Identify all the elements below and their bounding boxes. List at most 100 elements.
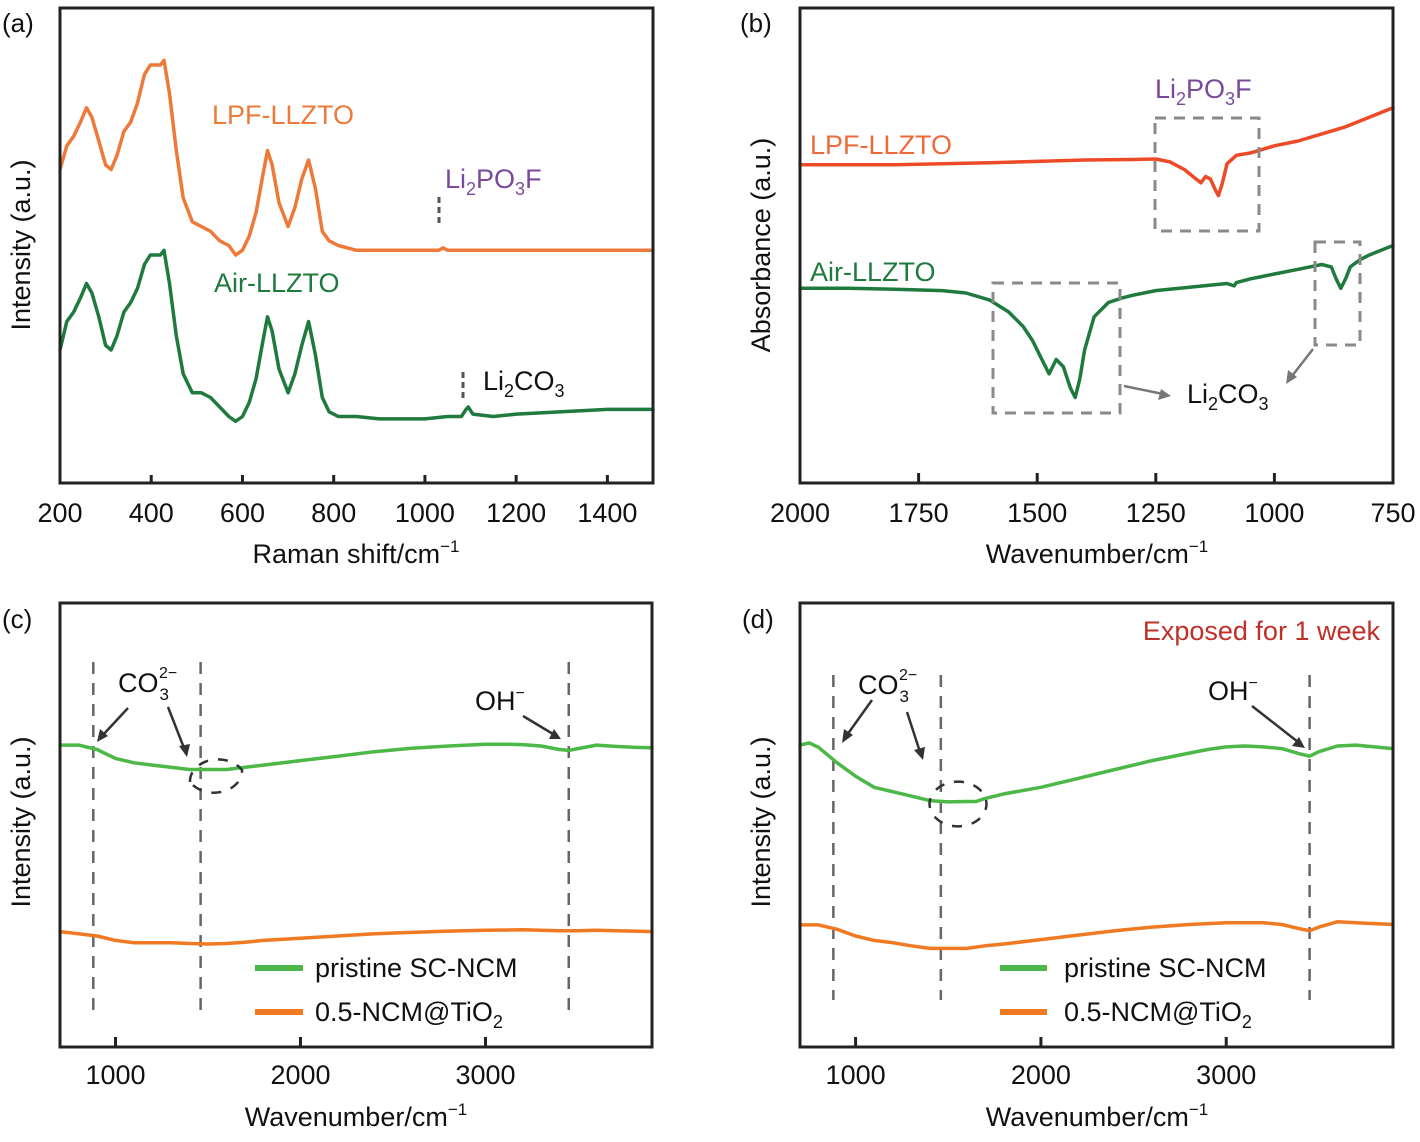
formula-subscript: 3 bbox=[160, 685, 169, 704]
series-line-0-5-ncm-tio2 bbox=[58, 928, 654, 946]
series-line-pristine-sc-ncm bbox=[58, 742, 654, 772]
x-axis-title-text: Wavenumber/cm bbox=[245, 1102, 448, 1132]
annotation-li2po3f: Li2PO3F bbox=[1155, 74, 1252, 109]
legend-text-part: 0.5-NCM@TiO bbox=[315, 997, 493, 1027]
formula-part: OH bbox=[1208, 676, 1249, 706]
x-axis-title-sup: −1 bbox=[448, 1100, 467, 1119]
annotation-li2co3: Li2CO3 bbox=[1187, 379, 1269, 414]
annotation-layer: CO3 2− OH− bbox=[97, 665, 561, 794]
x-tick-label: 2000 bbox=[770, 498, 830, 528]
arrow-line bbox=[905, 711, 922, 753]
x-ticks: 200 400 600 800 1000 1200 1400 bbox=[37, 475, 637, 528]
panel-title-exposed: Exposed for 1 week bbox=[1143, 616, 1381, 646]
x-tick-label: 1000 bbox=[395, 498, 455, 528]
highlight-circle bbox=[928, 780, 988, 828]
plot-frame bbox=[798, 6, 1395, 485]
x-tick-label: 3000 bbox=[1196, 1060, 1256, 1090]
series-layer bbox=[58, 58, 655, 424]
formula-subscript: 2 bbox=[466, 179, 476, 199]
x-tick-label: 1200 bbox=[486, 498, 546, 528]
panel-label: (d) bbox=[742, 604, 774, 634]
formula-subscript: 2 bbox=[1176, 89, 1186, 109]
x-tick-label: 600 bbox=[220, 498, 265, 528]
series-label-lpf-llzto: LPF-LLZTO bbox=[212, 100, 354, 130]
x-axis-title: Wavenumber/cm−1 bbox=[245, 1100, 467, 1132]
arrow-head-icon bbox=[914, 747, 925, 760]
x-axis-title: Raman shift/cm−1 bbox=[253, 537, 460, 569]
arrow-head-icon bbox=[549, 729, 561, 739]
arrow-head-icon bbox=[1292, 737, 1305, 748]
x-axis-title: Wavenumber/cm−1 bbox=[986, 537, 1208, 569]
y-axis-title: Intensity (a.u.) bbox=[746, 736, 776, 907]
x-axis-title: Wavenumber/cm−1 bbox=[986, 1100, 1208, 1132]
legend-text-part: 0.5-NCM@TiO bbox=[1064, 997, 1242, 1027]
formula-part: CO bbox=[858, 670, 899, 700]
formula-part: Li bbox=[483, 366, 504, 396]
annotation-carbonate: CO3 2− bbox=[858, 667, 917, 706]
panel-b: (b) LPF-LLZTO Air-LLZTO Li2PO3F Li2CO3 2… bbox=[740, 6, 1416, 569]
dashed-guides bbox=[92, 662, 570, 1010]
panel-c: (c) CO32− OH− pristine SC-NCM 0.5-NCM@Ti… bbox=[2, 601, 654, 1132]
formula-subscript: 2 bbox=[493, 1012, 503, 1032]
formula-part: Li bbox=[1187, 379, 1208, 409]
formula-subscript: 2 bbox=[1242, 1012, 1252, 1032]
series-layer bbox=[58, 742, 654, 946]
formula-superscript: − bbox=[516, 685, 525, 702]
x-tick-label: 1000 bbox=[85, 1060, 145, 1090]
x-axis-title-text: Wavenumber/cm bbox=[986, 1102, 1189, 1132]
arrow-line bbox=[101, 707, 129, 737]
panel-label: (c) bbox=[2, 604, 32, 634]
x-axis-title-text: Wavenumber/cm bbox=[986, 539, 1189, 569]
legend-label-pristine: pristine SC-NCM bbox=[315, 953, 518, 983]
annotation-li2po3f: Li2PO3F bbox=[445, 164, 542, 199]
annotation-layer: CO3 2− OH− bbox=[842, 667, 1305, 828]
formula-subscript: 2 bbox=[1208, 394, 1218, 414]
highlight-box-li2co3-small bbox=[1313, 240, 1362, 347]
legend: pristine SC-NCM 0.5-NCM@TiO2 bbox=[1000, 953, 1267, 1032]
x-axis-title-sup: −1 bbox=[1189, 537, 1208, 556]
formula-superscript: 2− bbox=[899, 667, 917, 684]
arrow-line bbox=[1123, 384, 1164, 396]
highlight-box-li2co3-main bbox=[991, 281, 1122, 415]
formula-subscript: 3 bbox=[1225, 89, 1235, 109]
series-line-0-5-ncm-tio2 bbox=[798, 920, 1395, 951]
panel-label: (a) bbox=[2, 8, 34, 38]
formula-subscript: 3 bbox=[900, 687, 909, 706]
series-line-air-llzto bbox=[798, 243, 1395, 400]
x-ticks: 2000 1750 1500 1250 1000 750 bbox=[770, 473, 1416, 528]
arrow-line bbox=[1291, 348, 1314, 377]
series-layer bbox=[798, 741, 1395, 951]
x-tick-label: 1000 bbox=[1244, 498, 1304, 528]
x-tick-label: 1250 bbox=[1126, 498, 1186, 528]
formula-superscript: 2− bbox=[159, 665, 177, 682]
x-axis-title-text: Raman shift/cm bbox=[253, 539, 441, 569]
arrow-head-icon bbox=[1158, 389, 1171, 400]
series-label-lpf-llzto: LPF-LLZTO bbox=[810, 130, 952, 160]
annotation-hydroxide: OH− bbox=[1208, 675, 1258, 706]
arrow-line bbox=[845, 699, 874, 736]
x-ticks: 1000 2000 3000 bbox=[85, 1037, 516, 1090]
series-line-lpf-llzto bbox=[58, 58, 655, 257]
annotation-carbonate: CO3 2− bbox=[118, 665, 177, 704]
x-tick-label: 750 bbox=[1370, 498, 1415, 528]
x-tick-label: 800 bbox=[311, 498, 356, 528]
series-layer bbox=[798, 106, 1395, 400]
legend-label-tio2: 0.5-NCM@TiO2 bbox=[1064, 997, 1252, 1032]
y-axis-title: Intensity (a.u.) bbox=[6, 159, 36, 330]
legend-label-tio2: 0.5-NCM@TiO2 bbox=[315, 997, 503, 1032]
series-label-air-llzto: Air-LLZTO bbox=[214, 268, 340, 298]
x-tick-label: 1000 bbox=[826, 1060, 886, 1090]
panel-a: (a) LPF-LLZTO Air-LLZTO Li2PO3F Li2CO3 2… bbox=[2, 6, 655, 569]
arrow-line bbox=[166, 706, 186, 749]
formula-part: F bbox=[525, 164, 542, 194]
panel-label: (b) bbox=[740, 8, 772, 38]
formula-subscript: 3 bbox=[515, 179, 525, 199]
arrow-line bbox=[1251, 705, 1299, 743]
y-axis-title: Intensity (a.u.) bbox=[6, 736, 36, 907]
arrow-head-icon bbox=[1286, 370, 1297, 384]
formula-part: Li bbox=[445, 164, 466, 194]
formula-part: CO bbox=[118, 668, 159, 698]
formula-part: CO bbox=[1218, 379, 1259, 409]
series-line-pristine-sc-ncm bbox=[798, 741, 1395, 804]
